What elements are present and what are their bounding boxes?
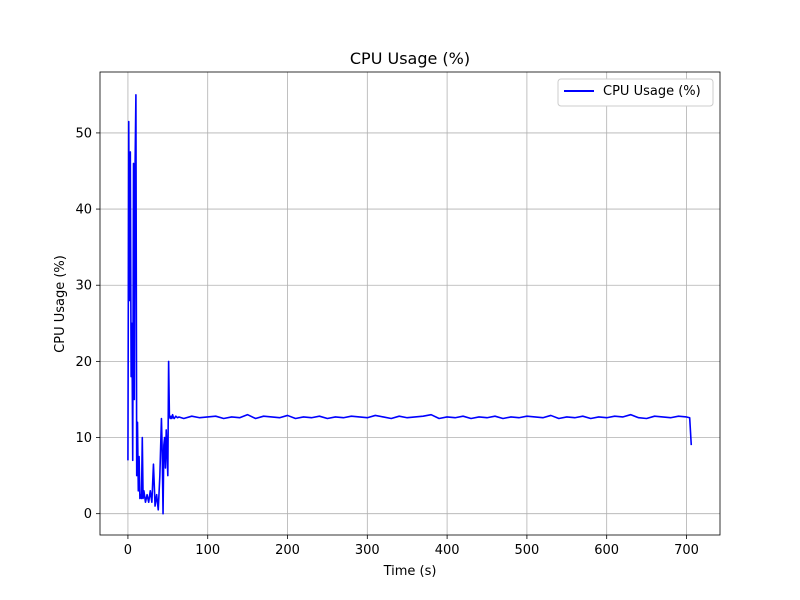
y-axis-label: CPU Usage (%) <box>53 255 68 353</box>
y-tick-label: 10 <box>75 431 92 446</box>
y-tick-label: 30 <box>75 279 92 294</box>
y-axis: 0 10 20 30 40 50 <box>75 126 100 522</box>
x-tick-label: 400 <box>435 543 460 558</box>
plot-area <box>100 72 720 535</box>
y-tick-label: 0 <box>84 507 92 522</box>
x-tick-label: 500 <box>514 543 539 558</box>
grid <box>100 72 720 535</box>
legend-box <box>557 78 714 107</box>
x-tick-label: 700 <box>674 543 699 558</box>
series-line-cpu-usage <box>127 94 693 515</box>
series-layer <box>127 94 693 515</box>
x-axis: 0 100 200 300 400 500 600 700 <box>124 535 699 558</box>
y-tick-label: 40 <box>75 203 92 218</box>
chart-title: CPU Usage (%) <box>350 49 470 68</box>
x-tick-label: 300 <box>355 543 380 558</box>
x-axis-label: Time (s) <box>383 564 437 579</box>
y-tick-label: 50 <box>75 126 92 141</box>
y-tick-label: 20 <box>75 355 92 370</box>
x-tick-label: 200 <box>275 543 300 558</box>
legend-label: CPU Usage (%) <box>603 84 701 99</box>
x-tick-label: 0 <box>124 543 132 558</box>
x-tick-label: 600 <box>594 543 619 558</box>
legend: CPU Usage (%) <box>557 78 714 107</box>
x-tick-label: 100 <box>195 543 220 558</box>
plot-frame <box>99 71 721 536</box>
